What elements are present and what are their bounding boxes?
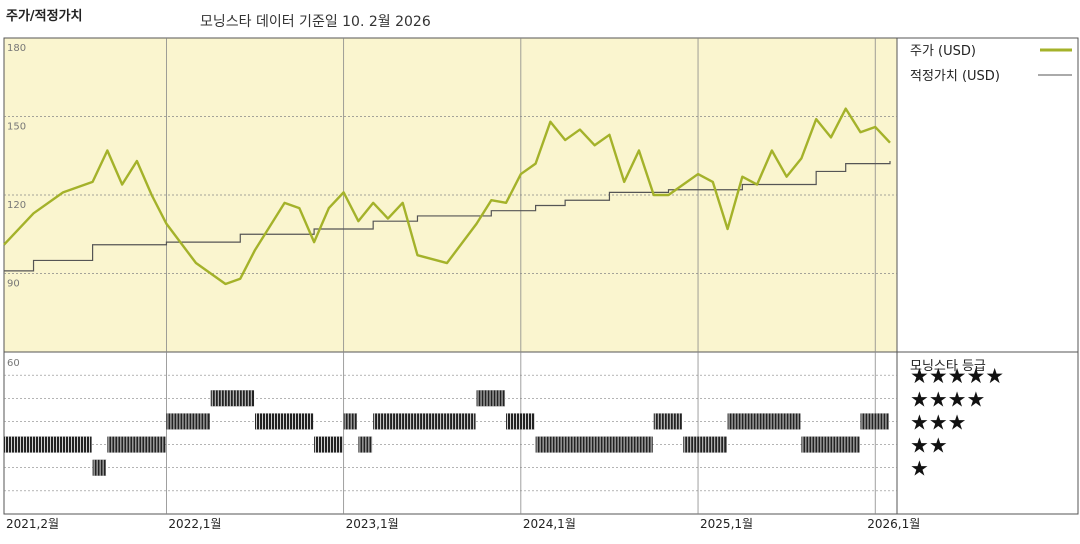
x-tick-label: 2026,1월 [867,517,920,531]
x-tick-label: 2022,1월 [168,517,221,531]
y-tick-label: 180 [7,43,26,54]
rating-layer: ★★★★★★★★★★★★★★★ [4,364,1004,481]
rating-star-label: ★★★ [910,410,966,434]
price-layer [3,107,891,286]
chart-subtitle: 모닝스타 데이터 기준일 10. 2월 2026 [200,14,431,30]
rating-segment [860,413,890,430]
rating-segment [653,413,683,430]
rating-segment [358,436,373,453]
rating-segment [166,413,210,430]
x-tick-label: 2023,1월 [346,517,399,531]
rating-segment [92,459,107,476]
rating-star-label: ★★★★ [910,387,985,411]
rating-segment [801,436,860,453]
x-tick-label: 2024,1월 [523,517,576,531]
rating-segment [343,413,358,430]
fair-value-line [4,160,891,272]
rating-star-label: ★★★★★ [910,364,1004,388]
rating-segment [314,436,344,453]
rating-y-tick-label: 60 [7,358,20,369]
rating-star-label: ★ [910,457,929,481]
fair-value-layer [4,160,891,272]
rating-segment [476,390,506,407]
rating-segment [683,436,727,453]
outer-frame [3,37,1079,515]
y-tick-label: 150 [7,122,26,133]
rating-segment [210,390,255,407]
rating-title: 모닝스타 등급 [910,359,986,374]
y-tick-label: 90 [7,279,20,290]
grid-layer [4,38,897,514]
x-tick-label: 2021,2월 [6,517,59,531]
rating-segment [535,436,653,453]
y-tick-layer: 180 150 120 90 60 [7,43,26,369]
legend-price-label: 주가 (USD) [910,44,976,59]
rating-star-label: ★★ [910,434,948,458]
y-tick-label: 120 [7,200,26,211]
price-line [3,107,891,286]
x-tick-layer: 2021,2월 2022,1월 2023,1월 2024,1월 2025,1월 2026,… [6,517,920,531]
rating-segment [506,413,535,430]
rating-segment [107,436,166,453]
legend-fair-value-label: 적정가치 (USD) [910,69,1000,84]
rating-segment [727,413,801,430]
chart-title: 주가/적정가치 [6,8,83,24]
rating-segment [4,436,92,453]
rating-segment [255,413,314,430]
x-tick-label: 2025,1월 [700,517,753,531]
rating-segment [373,413,476,430]
